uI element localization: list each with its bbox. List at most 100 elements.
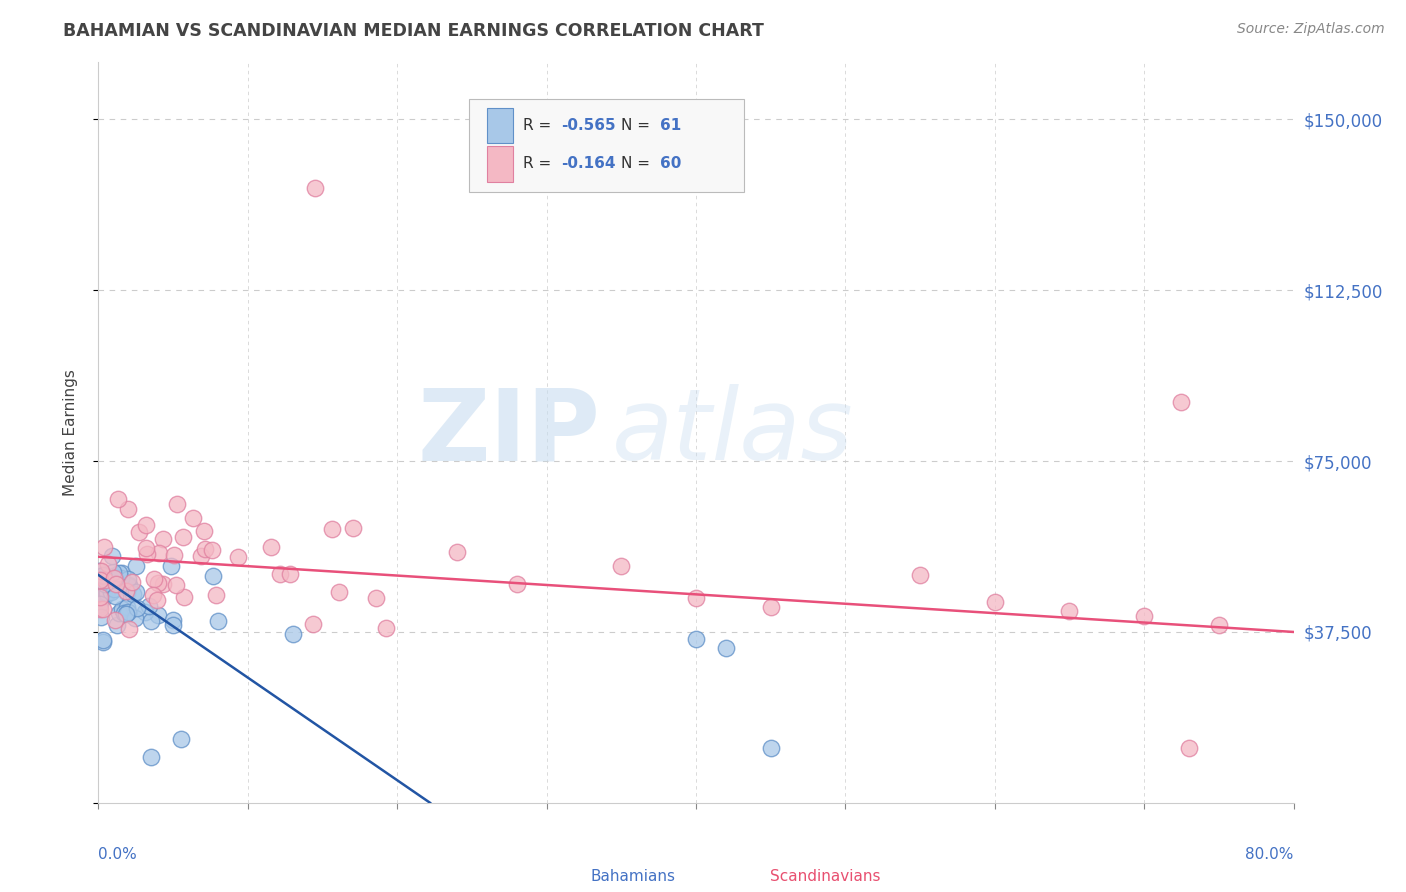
Point (110, 571, 132, 585)
Point (194, 541, 217, 556)
Point (103, 571, 125, 585)
Point (89, 573, 111, 587)
Point (115, 607, 138, 621)
Point (446, 545, 468, 559)
Point (173, 590, 195, 604)
Point (96, 586, 118, 600)
Text: 60: 60 (661, 156, 682, 171)
Point (104, 572, 127, 586)
Point (97, 558, 120, 572)
Point (105, 617, 128, 632)
Point (101, 549, 124, 563)
Point (91, 568, 114, 582)
Text: Source: ZipAtlas.com: Source: ZipAtlas.com (1237, 22, 1385, 37)
Point (146, 576, 169, 591)
Point (146, 592, 169, 607)
Point (162, 548, 184, 562)
Point (146, 607, 169, 622)
Point (107, 566, 129, 580)
Point (90, 564, 112, 578)
Point (112, 606, 135, 620)
Text: BAHAMIAN VS SCANDINAVIAN MEDIAN EARNINGS CORRELATION CHART: BAHAMIAN VS SCANDINAVIAN MEDIAN EARNINGS… (63, 22, 763, 40)
Point (91, 634, 114, 648)
Point (118, 579, 141, 593)
Point (138, 599, 160, 613)
Point (685, 632, 707, 646)
Point (111, 566, 134, 580)
Point (125, 601, 148, 615)
Point (91, 633, 114, 648)
Point (1133, 609, 1156, 624)
FancyBboxPatch shape (733, 862, 758, 892)
Point (190, 549, 212, 563)
Text: 0.0%: 0.0% (98, 847, 138, 863)
Text: R =: R = (523, 118, 555, 133)
Point (89, 584, 111, 599)
Point (304, 180, 326, 194)
Point (260, 541, 283, 555)
Point (90, 581, 112, 595)
Point (142, 588, 165, 602)
Point (166, 498, 188, 512)
Text: Scandinavians: Scandinavians (770, 870, 880, 884)
Point (107, 606, 129, 620)
Point (124, 611, 146, 625)
Point (89, 564, 111, 578)
Text: N =: N = (620, 156, 655, 171)
Point (162, 618, 184, 632)
Point (162, 613, 184, 627)
Text: -0.164: -0.164 (561, 156, 616, 171)
Point (124, 585, 146, 599)
Point (111, 580, 134, 594)
Point (117, 605, 139, 619)
Point (364, 591, 387, 606)
Point (610, 558, 633, 573)
Y-axis label: Median Earnings: Median Earnings (63, 369, 77, 496)
Point (124, 559, 146, 574)
Point (91, 567, 114, 582)
Point (139, 750, 162, 764)
Point (759, 599, 782, 614)
Point (94, 573, 117, 587)
Point (193, 524, 215, 539)
Point (101, 566, 124, 580)
Point (104, 613, 127, 627)
Point (204, 588, 226, 602)
Point (281, 627, 304, 641)
Point (143, 572, 166, 586)
Point (117, 502, 139, 516)
Point (135, 547, 157, 561)
Point (984, 595, 1007, 609)
Point (111, 601, 134, 615)
Point (685, 591, 707, 605)
Point (100, 585, 122, 599)
Point (93, 540, 115, 554)
Point (714, 640, 737, 655)
Point (96, 579, 118, 593)
Point (506, 577, 529, 591)
FancyBboxPatch shape (486, 146, 513, 182)
Point (172, 530, 194, 544)
Point (115, 584, 138, 599)
Text: R =: R = (523, 156, 555, 171)
Point (181, 511, 204, 525)
Text: 61: 61 (661, 118, 682, 133)
Point (118, 578, 141, 592)
Text: N =: N = (620, 118, 655, 133)
Text: -0.565: -0.565 (561, 118, 616, 133)
Point (89, 590, 111, 604)
Point (269, 567, 291, 582)
Point (202, 568, 225, 582)
Point (90, 610, 112, 624)
Point (302, 616, 325, 631)
Point (94, 577, 117, 591)
Point (103, 571, 125, 585)
Point (89, 602, 111, 616)
Point (200, 543, 222, 558)
Point (117, 573, 139, 587)
Point (280, 566, 302, 581)
Point (759, 741, 782, 756)
Point (375, 621, 398, 635)
Point (165, 578, 187, 592)
Point (321, 522, 343, 536)
